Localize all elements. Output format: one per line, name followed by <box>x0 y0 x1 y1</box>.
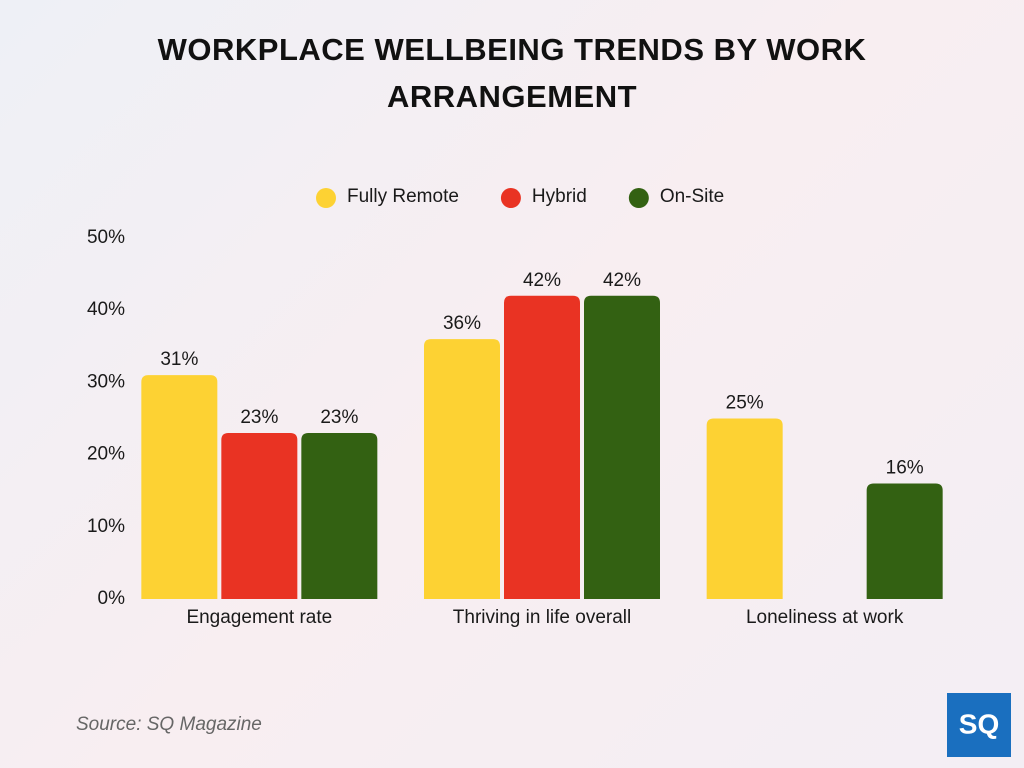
legend-label: Hybrid <box>532 186 587 207</box>
legend-marker <box>500 188 521 208</box>
x-tick-label: Engagement rate <box>186 607 332 628</box>
value-label: 16% <box>886 457 924 478</box>
legend-marker <box>628 188 649 208</box>
bar <box>584 295 660 599</box>
bar <box>221 432 298 599</box>
chart-title: WORKPLACE WELLBEING TRENDS BY WORK ARRAN… <box>157 32 867 114</box>
value-label: 42% <box>603 270 641 291</box>
x-tick-label: Loneliness at work <box>746 607 904 628</box>
y-tick-label: 30% <box>87 371 125 392</box>
bar <box>424 339 500 599</box>
bar <box>504 295 580 599</box>
legend-marker <box>316 188 336 208</box>
value-label: 23% <box>240 407 278 428</box>
value-label: 31% <box>160 349 198 370</box>
y-tick-label: 40% <box>87 299 125 320</box>
legend-label: On-Site <box>660 186 724 207</box>
y-tick-label: 20% <box>87 444 125 465</box>
logo-box <box>947 693 1011 757</box>
legend-label: Fully Remote <box>347 186 459 207</box>
bar <box>141 375 218 599</box>
value-label: 23% <box>320 407 358 428</box>
y-tick-label: 0% <box>98 588 126 609</box>
value-label: 42% <box>523 270 561 291</box>
value-label: 25% <box>726 393 764 414</box>
value-label: 36% <box>443 313 481 334</box>
x-tick-label: Thriving in life overall <box>453 607 631 628</box>
bar <box>866 483 943 599</box>
source: Source: SQ Magazine <box>76 714 262 735</box>
y-tick-label: 50% <box>87 227 125 248</box>
bar <box>706 418 783 599</box>
logo: SQ <box>959 708 999 739</box>
y-tick-label: 10% <box>87 516 125 537</box>
bar <box>301 432 378 599</box>
